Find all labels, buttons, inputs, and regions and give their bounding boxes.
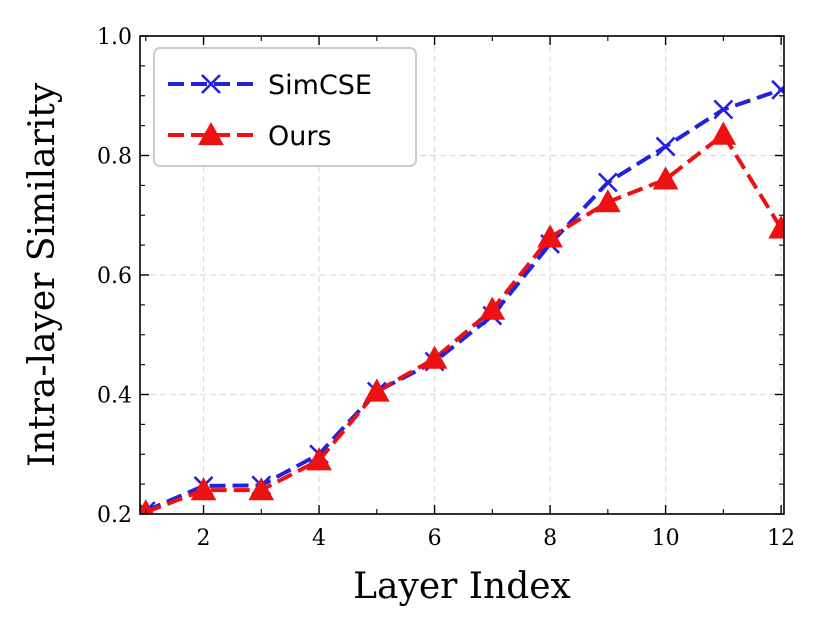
- series-line-simcse: [144, 87, 782, 513]
- data-point-simcse: [655, 136, 676, 157]
- data-point-ours: [768, 215, 784, 239]
- x-tick-label: 4: [312, 526, 326, 551]
- series-line-ours: [145, 132, 783, 514]
- y-axis-title: Intra-layer Similarity: [22, 82, 63, 467]
- y-tick-label: 0.4: [97, 384, 132, 409]
- x-tick-label: 8: [543, 526, 557, 551]
- ticks: 2 4 6 8 10 12 0.2 0.4 0.6 0.8 1.0: [97, 25, 795, 551]
- legend-label: Ours: [268, 121, 332, 152]
- data-point-ours: [190, 477, 217, 501]
- x-tick-label: 12: [767, 526, 795, 551]
- data-point-ours: [652, 166, 679, 190]
- data-point-ours: [140, 499, 155, 514]
- y-tick-label: 1.0: [97, 25, 132, 50]
- legend-marker: [198, 121, 224, 146]
- legend-entry-simcse: SimCSE: [168, 70, 372, 101]
- y-tick-label: 0.6: [97, 264, 132, 289]
- data-point-ours: [710, 121, 737, 145]
- x-tick-label: 2: [197, 526, 211, 551]
- legend-marker: [201, 74, 221, 94]
- data-point-ours: [421, 345, 448, 369]
- legend: SimCSE Ours: [153, 47, 417, 167]
- data-point-ours: [594, 189, 621, 213]
- y-tick-label: 0.2: [97, 503, 132, 528]
- data-point-ours: [479, 296, 506, 320]
- x-tick-label: 10: [652, 526, 680, 551]
- data-point-simcse: [713, 99, 734, 120]
- legend-label: SimCSE: [268, 70, 372, 101]
- x-axis-title: Layer Index: [353, 566, 571, 607]
- data-point-ours: [248, 477, 275, 501]
- legend-entry-ours: Ours: [168, 121, 332, 152]
- data-point-ours: [306, 447, 332, 471]
- x-tick-label: 6: [428, 526, 442, 551]
- y-tick-label: 0.8: [97, 145, 132, 170]
- data-point-ours: [363, 378, 390, 402]
- data-point-ours: [537, 224, 563, 248]
- series-group: [140, 79, 784, 514]
- data-point-simcse: [597, 172, 618, 193]
- data-point-simcse: [771, 79, 784, 100]
